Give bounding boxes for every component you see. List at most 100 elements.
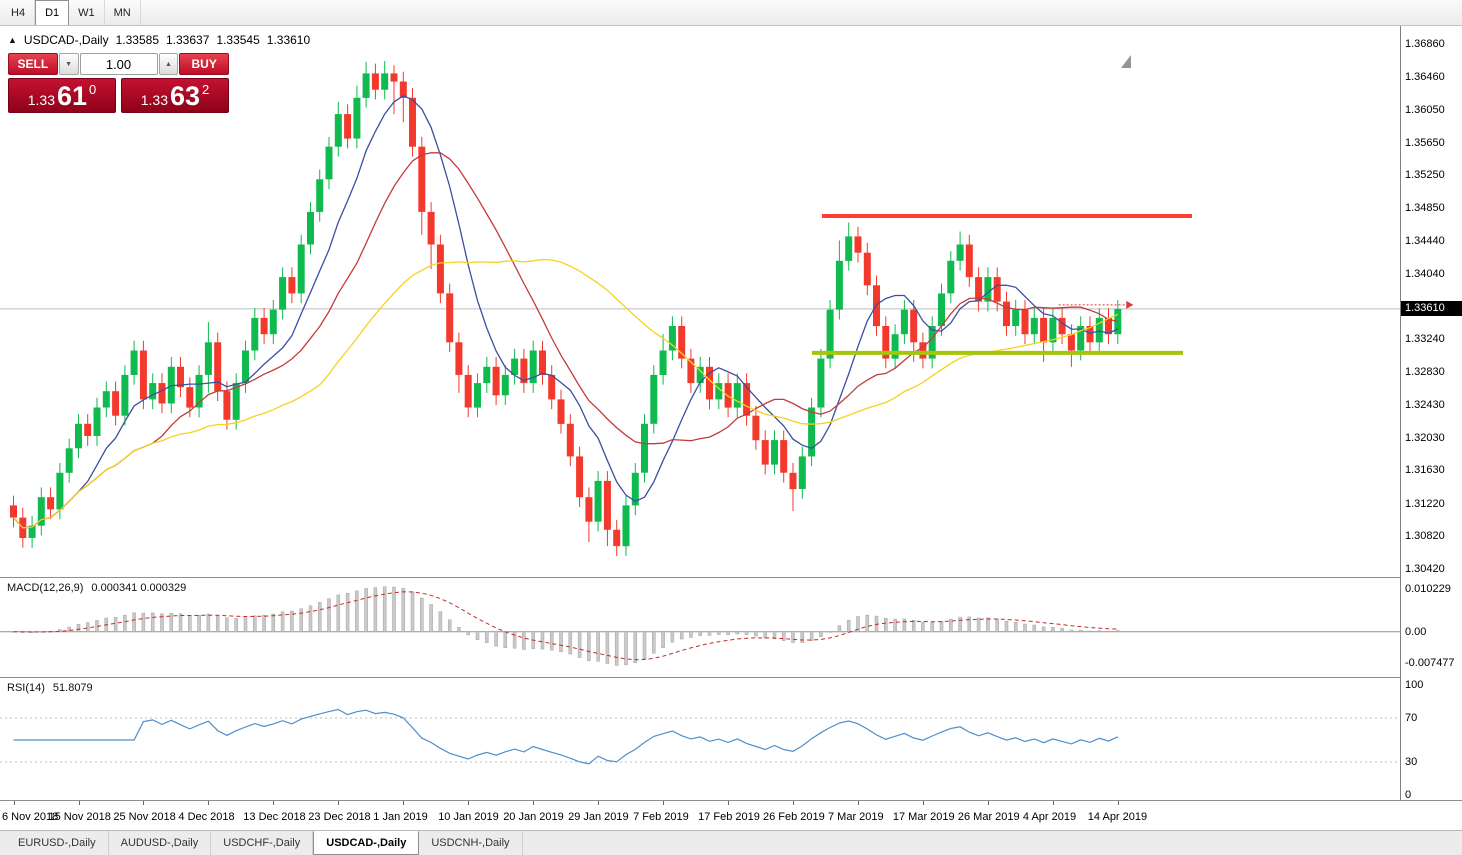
time-axis-label: 4 Dec 2018 (178, 811, 235, 823)
macd-pane[interactable]: MACD(12,26,9) 0.000341 0.000329 (0, 579, 1400, 676)
volume-input[interactable] (79, 53, 158, 75)
price-axis-label: 1.36460 (1405, 70, 1445, 83)
ohlc-high-value: 1.33637 (166, 33, 210, 47)
volume-decrease-button[interactable]: ▼ (58, 53, 79, 75)
macd-axis-label: -0.007477 (1405, 657, 1455, 670)
rsi-pane[interactable]: RSI(14) 51.8079 (0, 679, 1400, 799)
time-axis-tick (1117, 801, 1119, 805)
time-axis-tick (273, 801, 275, 805)
symbol-tab-usdchf[interactable]: USDCHF-,Daily (211, 831, 314, 855)
buy-button[interactable]: BUY (179, 53, 229, 75)
price-axis-label: 1.32430 (1405, 399, 1445, 412)
macd-values: 0.000341 0.000329 (91, 582, 187, 594)
price-axis[interactable]: 1.36860 1.36460 1.36050 1.35650 1.35250 1.348… (1400, 26, 1462, 801)
time-axis-tick (533, 801, 535, 805)
time-axis-label: 15 Nov 2018 (48, 811, 111, 823)
symbol-tab-bar: EURUSD-,Daily AUDUSD-,Daily USDCHF-,Daily U… (0, 830, 1462, 855)
timeframe-tab-w1[interactable]: W1 (69, 0, 105, 25)
price-axis-label: 1.34040 (1405, 267, 1445, 280)
price-axis-label: 1.35250 (1405, 169, 1445, 182)
time-axis-label: 10 Jan 2019 (438, 811, 499, 823)
time-axis-tick (1052, 801, 1054, 805)
sell-price-box[interactable]: 1.33 61 0 (8, 78, 116, 113)
macd-header: MACD(12,26,9) 0.000341 0.000329 (7, 582, 186, 594)
macd-axis-label: 0.00 (1405, 625, 1427, 638)
symbol-tab-audusd[interactable]: AUDUSD-,Daily (109, 831, 212, 855)
price-axis-label: 1.31220 (1405, 497, 1445, 510)
sell-price-small: 1.33 (27, 92, 55, 109)
time-axis-tick (143, 801, 145, 805)
time-axis-label: 4 Apr 2019 (1022, 811, 1077, 823)
timeframe-tab-h4[interactable]: H4 (2, 0, 36, 25)
current-price-badge: 1.33610 (1401, 301, 1462, 317)
chevron-up-icon: ▲ (164, 60, 172, 68)
candlestick-canvas[interactable] (0, 26, 1400, 577)
time-axis-label: 14 Apr 2019 (1087, 811, 1148, 823)
volume-increase-button[interactable]: ▲ (158, 53, 179, 75)
trade-prices-row: 1.33 61 0 1.33 63 2 (8, 78, 229, 113)
ohlc-low-value: 1.33545 (216, 33, 260, 47)
rsi-canvas[interactable] (0, 679, 1400, 799)
price-axis-label: 1.34440 (1405, 235, 1445, 248)
sell-price-pip: 0 (89, 82, 97, 97)
symbol-tab-usdcad[interactable]: USDCAD-,Daily (313, 831, 420, 855)
symbol-tab-usdcnh[interactable]: USDCNH-,Daily (419, 831, 523, 855)
pane-splitter[interactable] (0, 800, 1462, 801)
symbol-tab-eurusd[interactable]: EURUSD-,Daily (6, 831, 109, 855)
price-axis-label: 1.36050 (1405, 104, 1445, 117)
chart-ohlc-header: ▲ USDCAD-,Daily 1.33585 1.33637 1.33545 … (8, 33, 310, 47)
rsi-axis-label: 0 (1405, 789, 1412, 801)
time-axis-tick (13, 801, 15, 805)
time-axis-label: 7 Feb 2019 (633, 811, 689, 823)
time-axis-label: 23 Dec 2018 (308, 811, 371, 823)
time-axis-tick (338, 801, 340, 805)
time-axis-label: 1 Jan 2019 (373, 811, 428, 823)
time-axis-label: 17 Feb 2019 (698, 811, 760, 823)
pane-splitter[interactable] (0, 677, 1462, 678)
macd-canvas[interactable] (0, 579, 1400, 676)
timeframe-tab-d1[interactable]: D1 (35, 0, 70, 25)
time-axis-tick (468, 801, 470, 805)
price-axis-label: 1.36860 (1405, 38, 1445, 50)
macd-axis-label: 0.010229 (1405, 582, 1451, 595)
time-axis[interactable]: 6 Nov 2018 15 Nov 2018 25 Nov 2018 4 Dec 20… (0, 801, 1400, 830)
time-axis-tick (208, 801, 210, 805)
trade-controls-row: SELL ▼ ▲ BUY (8, 53, 229, 75)
price-axis-label: 1.33240 (1405, 333, 1445, 346)
time-axis-label: 17 Mar 2019 (892, 811, 955, 823)
buy-price-box[interactable]: 1.33 63 2 (121, 78, 229, 113)
time-axis-tick (78, 801, 80, 805)
time-axis-label: 6 Nov 2018 (2, 811, 59, 823)
price-axis-label: 1.31630 (1405, 464, 1445, 477)
price-axis-label: 1.34850 (1405, 201, 1445, 214)
timeframe-tab-mn[interactable]: MN (105, 0, 141, 25)
time-axis-label: 29 Jan 2019 (568, 811, 629, 823)
price-axis-label: 1.35650 (1405, 136, 1445, 149)
macd-label: MACD(12,26,9) (7, 582, 84, 594)
rsi-axis-label: 30 (1405, 756, 1418, 768)
pane-splitter[interactable] (0, 577, 1462, 578)
time-axis-label: 13 Dec 2018 (243, 811, 306, 823)
time-axis-tick (793, 801, 794, 805)
price-axis-label: 1.30420 (1405, 562, 1445, 575)
time-axis-label: 25 Nov 2018 (113, 811, 176, 823)
price-axis-label: 1.32830 (1405, 366, 1445, 379)
rsi-header: RSI(14) 51.8079 (7, 682, 93, 694)
time-axis-label: 26 Mar 2019 (957, 811, 1020, 823)
time-axis-tick (728, 801, 730, 805)
buy-price-small: 1.33 (140, 92, 168, 109)
price-chart-pane[interactable]: ▲ USDCAD-,Daily 1.33585 1.33637 1.33545 … (0, 26, 1400, 577)
ohlc-close-value: 1.33610 (266, 33, 311, 47)
rsi-axis-label: 70 (1405, 712, 1418, 724)
time-axis-tick (403, 801, 405, 805)
chevron-down-icon: ▼ (65, 60, 73, 68)
sell-button[interactable]: SELL (8, 53, 58, 75)
ohlc-open-value: 1.33585 (115, 33, 159, 47)
rsi-value: 51.8079 (52, 682, 93, 694)
sell-price-big: 61 (56, 81, 88, 112)
one-click-collapse-icon[interactable]: ▲ (8, 35, 17, 45)
time-axis-tick (922, 801, 924, 805)
time-axis-tick (663, 801, 665, 805)
